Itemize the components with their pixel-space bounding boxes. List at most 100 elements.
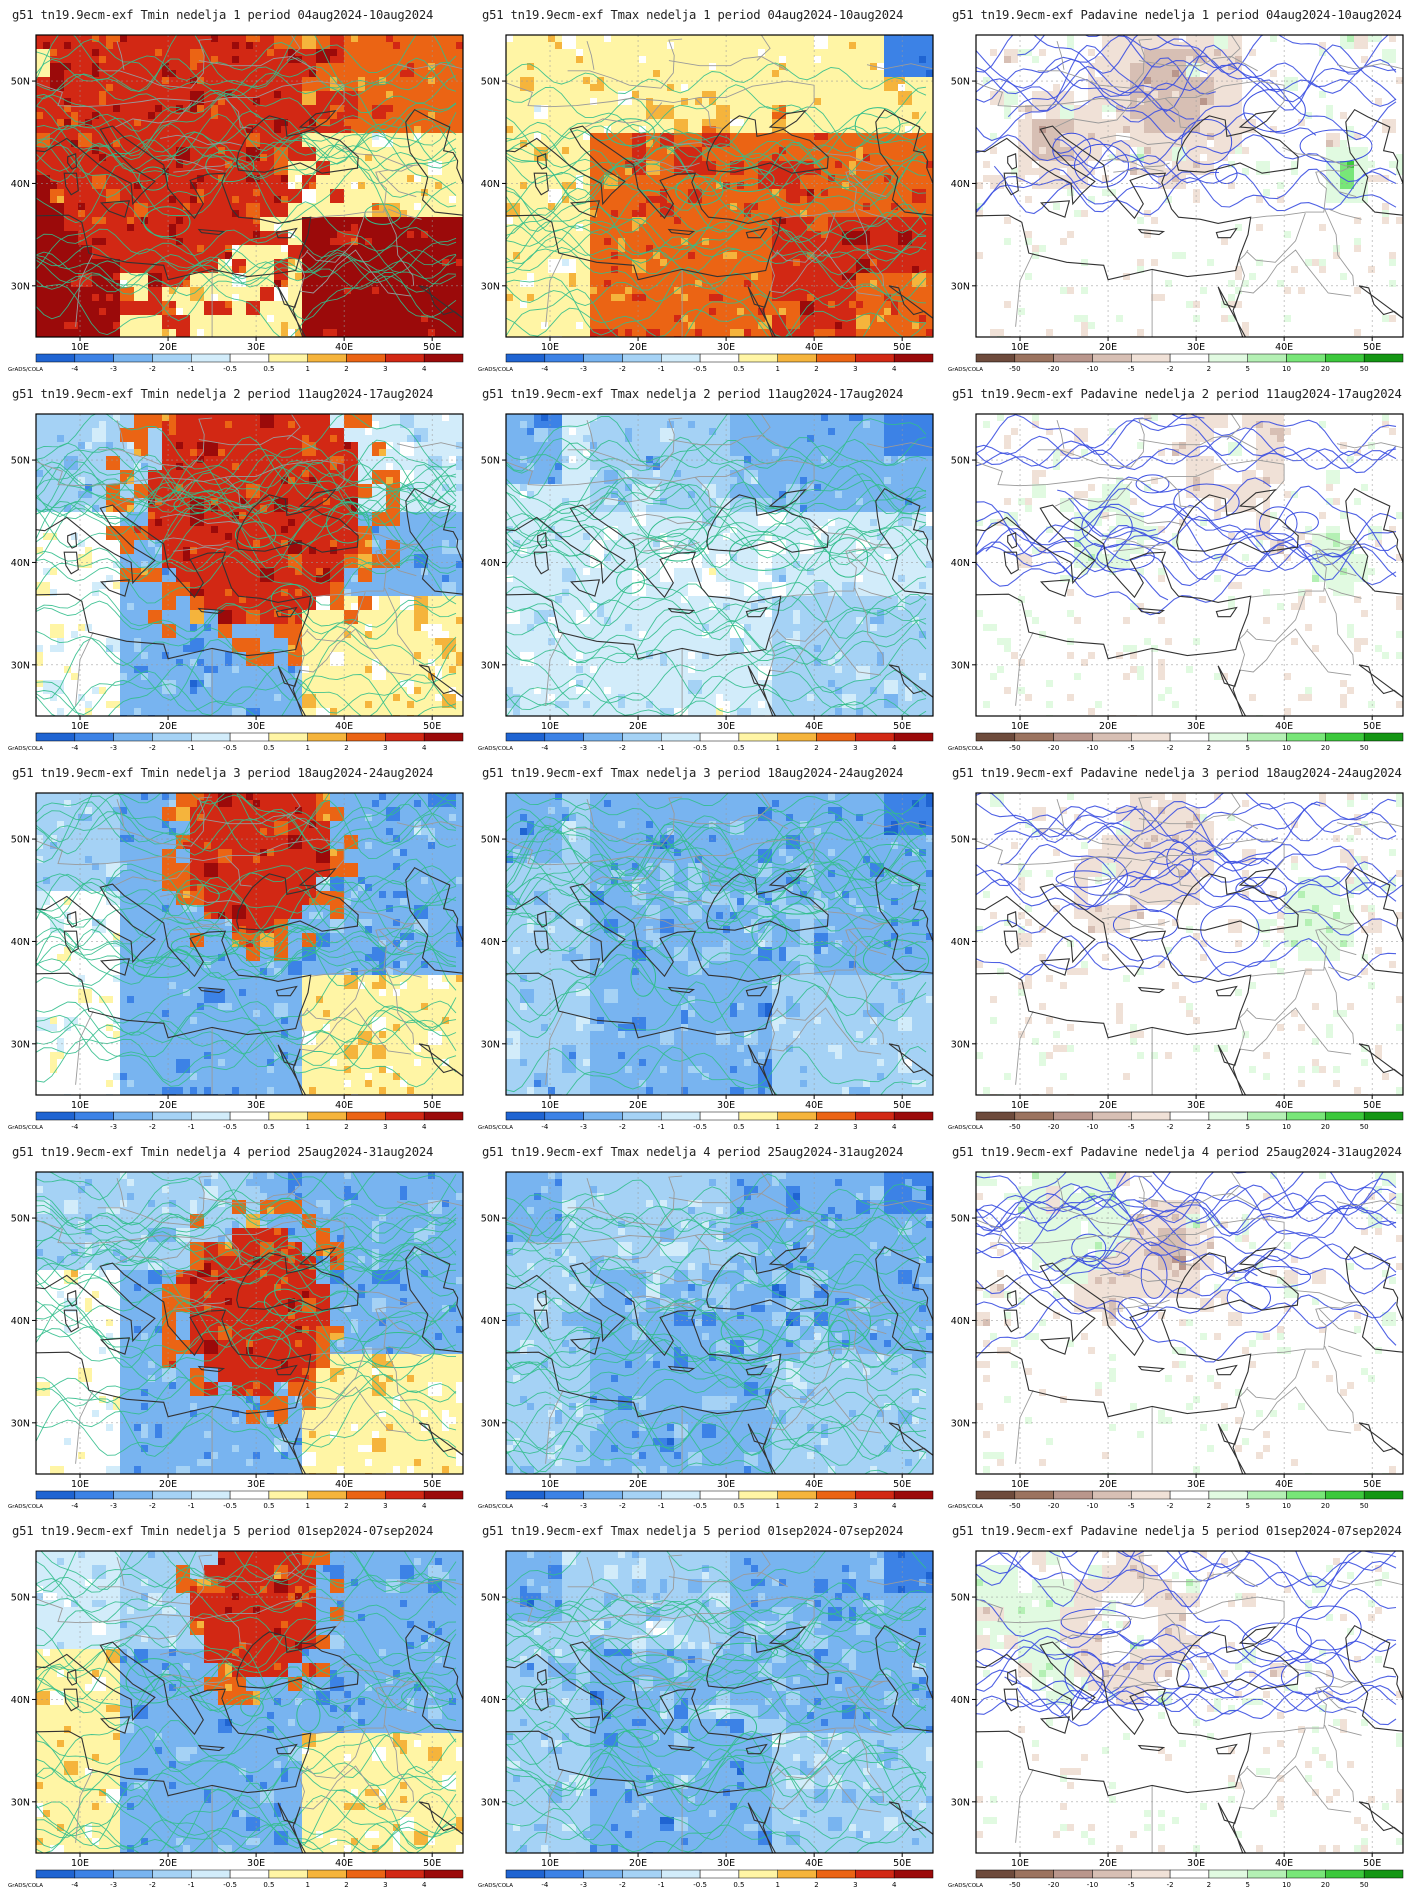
colorbar-label: -4 xyxy=(541,1881,549,1889)
colorbar-label: 10 xyxy=(1282,1123,1291,1131)
colorbar-label: -1 xyxy=(188,744,195,752)
colorbar-label: -3 xyxy=(580,1502,587,1510)
lon-tick-label: 40E xyxy=(805,721,823,732)
lat-tick-label: 40N xyxy=(951,937,970,948)
colorbar-label: -4 xyxy=(541,1502,549,1510)
colorbar-swatch xyxy=(739,1491,778,1499)
colorbar-swatch xyxy=(424,354,463,362)
colorbar-label: 0.5 xyxy=(263,744,274,752)
colorbar-label: -0.5 xyxy=(223,365,237,373)
colorbar-label: 2 xyxy=(344,1881,348,1889)
lat-tick-label: 40N xyxy=(481,179,500,190)
colorbar-swatch xyxy=(584,1491,623,1499)
colorbar-label: 0.5 xyxy=(733,365,744,373)
lon-tick-label: 30E xyxy=(247,342,265,353)
lon-tick-label: 50E xyxy=(423,1479,441,1490)
colorbar-swatch xyxy=(75,733,114,741)
colorbar-swatch xyxy=(661,733,700,741)
colorbar-label: -0.5 xyxy=(693,744,707,752)
colorbar-swatch xyxy=(817,1112,856,1120)
colorbar-label: 10 xyxy=(1282,1881,1291,1889)
colorbar-swatch xyxy=(152,354,191,362)
lat-tick-label: 50N xyxy=(951,1593,970,1604)
colorbar-label: 0.5 xyxy=(733,1502,744,1510)
colorbar-label: 1 xyxy=(305,744,309,752)
colorbar-swatch xyxy=(75,1112,114,1120)
grads-credit: GrADS/COLA xyxy=(948,367,983,373)
colorbar-swatch xyxy=(1170,733,1209,741)
colorbar-swatch xyxy=(36,1491,75,1499)
map-area xyxy=(476,784,941,1141)
colorbar-label: -3 xyxy=(110,1881,117,1889)
colorbar-label: 2 xyxy=(814,1881,818,1889)
lon-tick-label: 50E xyxy=(893,342,911,353)
colorbar-swatch xyxy=(1248,354,1287,362)
colorbar-label: 50 xyxy=(1360,1881,1369,1889)
colorbar-swatch xyxy=(545,354,584,362)
colorbar-label: -5 xyxy=(1128,1502,1135,1510)
colorbar-swatch xyxy=(308,1870,347,1878)
colorbar-swatch xyxy=(1131,1870,1170,1878)
lon-tick-label: 40E xyxy=(1275,1479,1293,1490)
colorbar-swatch xyxy=(1364,1870,1403,1878)
colorbar-label: 0.5 xyxy=(263,1502,274,1510)
colorbar-label: -2 xyxy=(149,365,156,373)
colorbar-label: -10 xyxy=(1087,1881,1098,1889)
colorbar-swatch xyxy=(976,1491,1015,1499)
lat-tick-label: 40N xyxy=(481,558,500,569)
colorbar-label: 3 xyxy=(853,365,857,373)
colorbar-label: 20 xyxy=(1321,744,1330,752)
colorbar-label: 3 xyxy=(383,365,387,373)
colorbar-swatch xyxy=(894,1870,933,1878)
lon-tick-label: 50E xyxy=(893,1100,911,1111)
colorbar-swatch xyxy=(622,1491,661,1499)
colorbar-label: -2 xyxy=(149,1881,156,1889)
colorbar-label: -0.5 xyxy=(223,744,237,752)
colorbar-swatch xyxy=(545,733,584,741)
colorbar-label: -20 xyxy=(1048,1881,1059,1889)
colorbar-label: 2 xyxy=(814,365,818,373)
colorbar-label: -4 xyxy=(541,1123,549,1131)
colorbar-label: 2 xyxy=(1207,1881,1211,1889)
colorbar-swatch xyxy=(1170,354,1209,362)
colorbar-swatch xyxy=(1131,354,1170,362)
colorbar-label: 2 xyxy=(1207,365,1211,373)
colorbar-label: -5 xyxy=(1128,1123,1135,1131)
colorbar-swatch xyxy=(622,733,661,741)
lon-tick-label: 30E xyxy=(247,1100,265,1111)
colorbar-swatch xyxy=(894,1112,933,1120)
colorbar-swatch xyxy=(506,1491,545,1499)
map-panel-tmin-week-4: g51 tn19.9ecm-exf Tmin nedelja 4 period … xyxy=(6,1141,476,1520)
colorbar-label: -10 xyxy=(1087,1502,1098,1510)
colorbar-swatch xyxy=(622,1870,661,1878)
colorbar-label: 2 xyxy=(814,1123,818,1131)
colorbar-label: 20 xyxy=(1321,365,1330,373)
lon-tick-label: 20E xyxy=(629,1479,647,1490)
colorbar-label: 4 xyxy=(422,365,427,373)
colorbar-label: 1 xyxy=(775,744,779,752)
colorbar-swatch xyxy=(545,1112,584,1120)
colorbar-swatch xyxy=(778,1112,817,1120)
lon-tick-label: 20E xyxy=(1099,1858,1117,1869)
colorbar-swatch xyxy=(1287,354,1326,362)
colorbar-swatch xyxy=(36,733,75,741)
map-panel-tmin-week-5: g51 tn19.9ecm-exf Tmin nedelja 5 period … xyxy=(6,1520,476,1899)
colorbar-swatch xyxy=(1325,354,1364,362)
lon-tick-label: 40E xyxy=(1275,1100,1293,1111)
colorbar-label: -2 xyxy=(619,1881,626,1889)
colorbar-label: -0.5 xyxy=(693,1881,707,1889)
colorbar-label: 5 xyxy=(1245,1123,1249,1131)
colorbar-swatch xyxy=(152,1491,191,1499)
map-panel-padavine-week-3: g51 tn19.9ecm-exf Padavine nedelja 3 per… xyxy=(946,762,1415,1141)
colorbar-swatch xyxy=(424,1112,463,1120)
colorbar-label: -0.5 xyxy=(223,1502,237,1510)
colorbar-swatch xyxy=(855,354,894,362)
colorbar-swatch xyxy=(75,1491,114,1499)
colorbar-label: -0.5 xyxy=(693,1123,707,1131)
colorbar-swatch xyxy=(700,1491,739,1499)
